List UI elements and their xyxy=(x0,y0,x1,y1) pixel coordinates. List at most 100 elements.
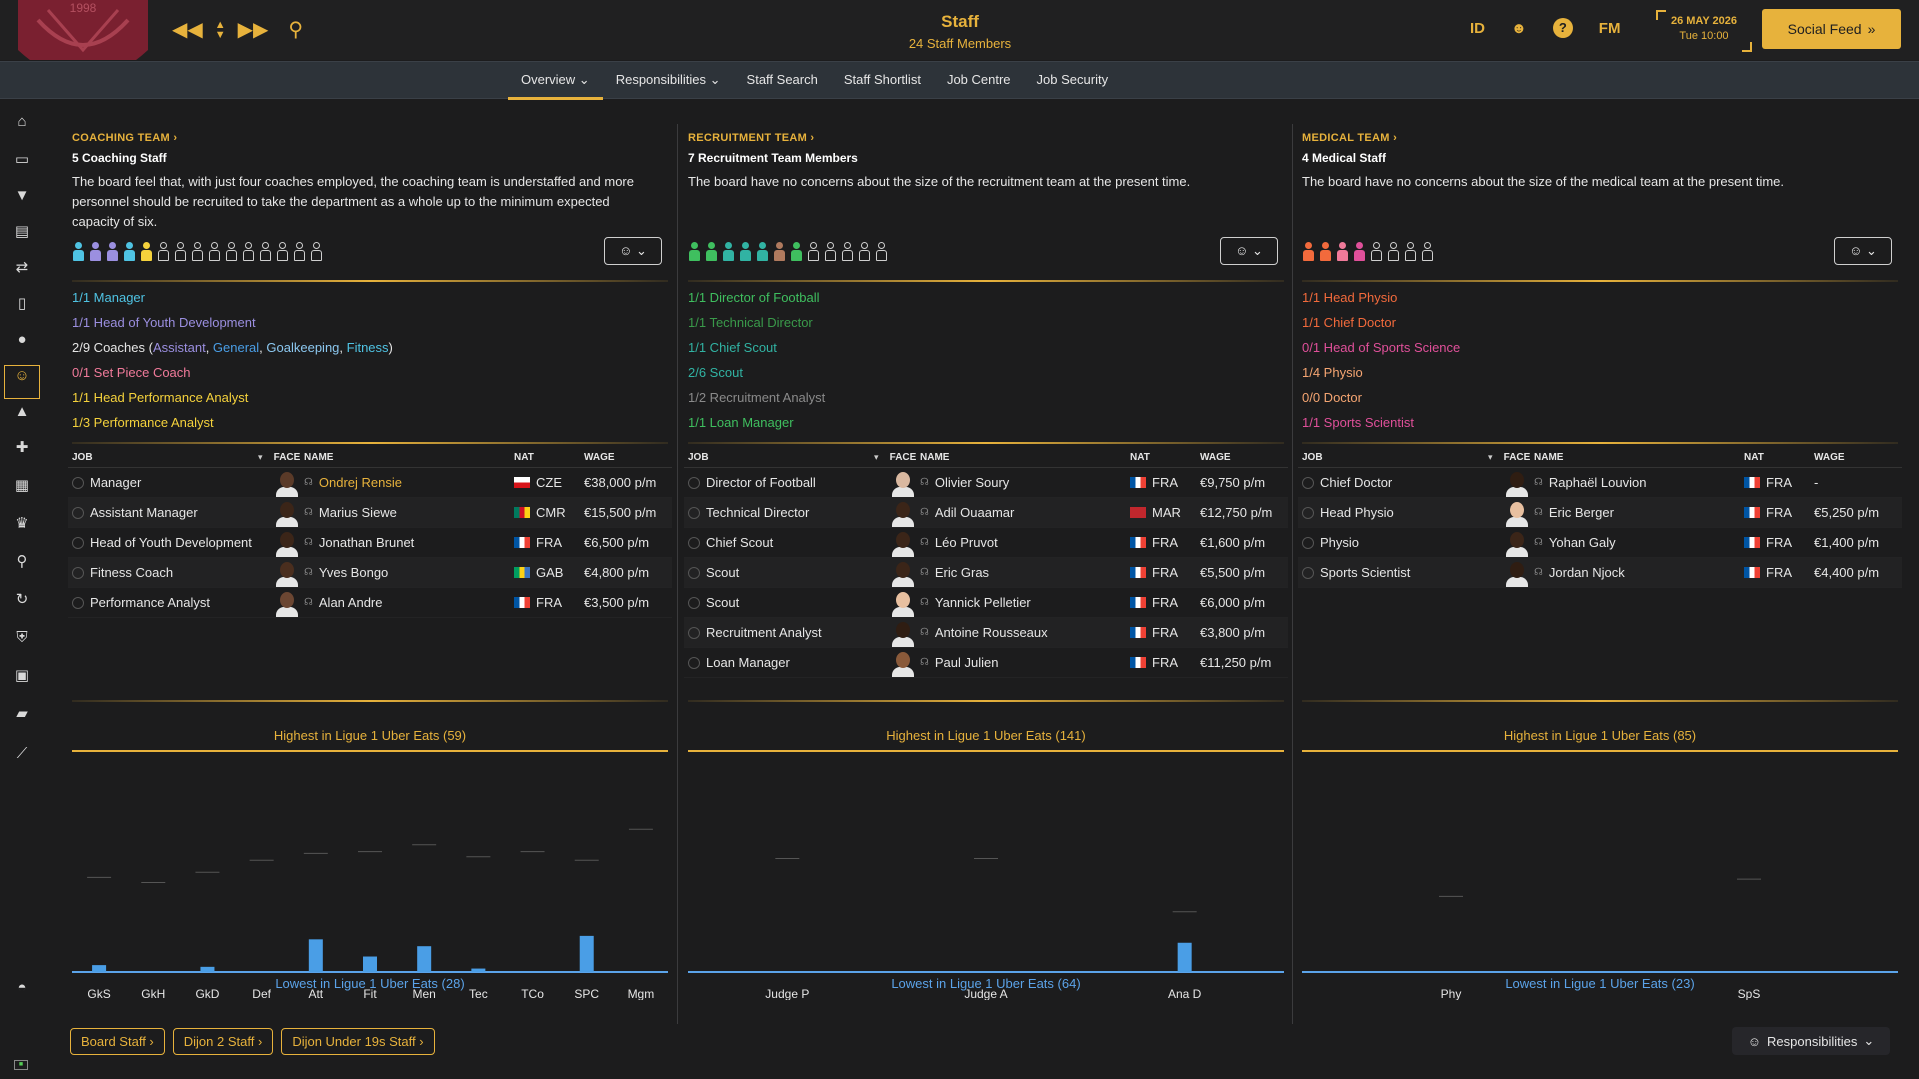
name-cell[interactable]: ☊ Alan Andre xyxy=(304,595,514,610)
select-checkbox[interactable] xyxy=(72,566,84,579)
forward-icon[interactable]: ▶▶ xyxy=(237,19,269,41)
name-cell[interactable]: ☊ Olivier Soury xyxy=(920,475,1130,490)
name-cell[interactable]: ☊ Marius Siewe xyxy=(304,505,514,520)
column-header-wage[interactable]: WAGE xyxy=(1814,452,1845,463)
id-icon[interactable]: ID xyxy=(1470,19,1485,37)
column-header-nat[interactable]: NAT xyxy=(514,452,534,463)
column-header-wage[interactable]: WAGE xyxy=(584,452,615,463)
clipboard-icon[interactable]: ▤ xyxy=(14,223,30,240)
name-cell[interactable]: ☊ Raphaël Louvion xyxy=(1534,475,1744,490)
fm-icon[interactable]: FM xyxy=(1598,19,1621,37)
staff-name[interactable]: Marius Siewe xyxy=(318,505,397,520)
select-checkbox[interactable] xyxy=(72,506,84,519)
name-cell[interactable]: ☊ Léo Pruvot xyxy=(920,535,1130,550)
tab-overview[interactable]: Overview ⌄ xyxy=(508,62,603,100)
column-header-nat[interactable]: NAT xyxy=(1744,452,1764,463)
staff-name[interactable]: Paul Julien xyxy=(934,655,999,670)
name-cell[interactable]: ☊ Paul Julien xyxy=(920,655,1130,670)
table-row[interactable]: Fitness Coach ☊ Yves Bongo GAB €4,800 p/m xyxy=(68,558,672,588)
staff-name[interactable]: Olivier Soury xyxy=(934,475,1010,490)
select-checkbox[interactable] xyxy=(688,506,700,519)
select-checkbox[interactable] xyxy=(688,536,700,549)
staff-name[interactable]: Eric Gras xyxy=(934,565,990,580)
table-row[interactable]: Scout ☊ Yannick Pelletier FRA €6,000 p/m xyxy=(684,588,1288,618)
board-staff-button[interactable]: Board Staff › xyxy=(70,1028,165,1055)
name-cell[interactable]: ☊ Ondrej Rensie xyxy=(304,475,514,490)
table-row[interactable]: Head Physio ☊ Eric Berger FRA €5,250 p/m xyxy=(1298,498,1902,528)
squad-shirt-icon[interactable]: ▼ xyxy=(14,187,30,204)
tab-staff-shortlist[interactable]: Staff Shortlist xyxy=(843,72,921,87)
transfer-icon[interactable]: ⇄ xyxy=(15,259,29,276)
view-filter-button[interactable]: ☺ ⌄ xyxy=(1220,237,1278,265)
select-checkbox[interactable] xyxy=(72,476,84,489)
column-header-job[interactable]: JOB xyxy=(72,452,93,463)
column-header-job[interactable]: JOB xyxy=(1302,452,1323,463)
name-cell[interactable]: ☊ Yannick Pelletier xyxy=(920,595,1130,610)
sort-icon[interactable]: ▾ xyxy=(258,452,263,462)
tab-job-centre[interactable]: Job Centre xyxy=(946,72,1011,87)
dijon-u19-staff-button[interactable]: Dijon Under 19s Staff › xyxy=(281,1028,435,1055)
table-row[interactable]: Sports Scientist ☊ Jordan Njock FRA €4,400 p… xyxy=(1298,558,1902,588)
inbox-icon[interactable]: ▭ xyxy=(14,151,30,168)
panel-heading-link[interactable]: MEDICAL TEAM › xyxy=(1302,132,1397,144)
staff-name[interactable]: Alan Andre xyxy=(318,595,383,610)
table-row[interactable]: Director of Football ☊ Olivier Soury FRA €9,… xyxy=(684,468,1288,498)
select-checkbox[interactable] xyxy=(688,596,700,609)
panel-heading-link[interactable]: RECRUITMENT TEAM › xyxy=(688,132,814,144)
table-row[interactable]: Chief Scout ☊ Léo Pruvot FRA €1,600 p/m xyxy=(684,528,1288,558)
responsibilities-dropdown[interactable]: ☺ Responsibilities ⌄ xyxy=(1732,1027,1890,1055)
staff-icon[interactable]: ☺ xyxy=(14,367,30,384)
home-icon[interactable]: ⌂ xyxy=(17,113,27,130)
name-cell[interactable]: ☊ Eric Gras xyxy=(920,565,1130,580)
staff-name[interactable]: Yves Bongo xyxy=(318,565,389,580)
name-cell[interactable]: ☊ Adil Ouaamar xyxy=(920,505,1130,520)
back-icon[interactable]: ◀◀ xyxy=(172,19,203,41)
select-checkbox[interactable] xyxy=(688,626,700,639)
coach-type-fitness[interactable]: Fitness xyxy=(346,340,389,355)
coach-type-general[interactable]: General xyxy=(212,340,260,355)
manager-avatar-icon[interactable]: ◓ xyxy=(17,979,27,996)
training-icon[interactable]: ▲ xyxy=(14,403,30,420)
table-row[interactable]: Scout ☊ Eric Gras FRA €5,500 p/m xyxy=(684,558,1288,588)
tab-job-security[interactable]: Job Security xyxy=(1036,72,1109,87)
view-filter-button[interactable]: ☺ ⌄ xyxy=(604,237,662,265)
select-checkbox[interactable] xyxy=(688,566,700,579)
select-checkbox[interactable] xyxy=(1302,536,1314,549)
table-row[interactable]: Loan Manager ☊ Paul Julien FRA €11,250 p/m xyxy=(684,648,1288,678)
finances-icon[interactable]: ▣ xyxy=(14,667,30,684)
name-cell[interactable]: ☊ Yves Bongo xyxy=(304,565,514,580)
date-display[interactable]: 26 MAY 2026 Tue 10:00 xyxy=(1656,10,1752,52)
column-header-nat[interactable]: NAT xyxy=(1130,452,1150,463)
club-crest[interactable]: 1998 xyxy=(8,0,158,60)
table-row[interactable]: Technical Director ☊ Adil Ouaamar MAR €12,75… xyxy=(684,498,1288,528)
select-checkbox[interactable] xyxy=(1302,506,1314,519)
select-checkbox[interactable] xyxy=(72,536,84,549)
staff-name[interactable]: Jonathan Brunet xyxy=(318,535,415,550)
select-checkbox[interactable] xyxy=(1302,476,1314,489)
trophy-icon[interactable]: ♛ xyxy=(15,515,29,532)
sort-icon[interactable]: ▾ xyxy=(1488,452,1493,462)
up-down-icon[interactable]: ▲ ▼ xyxy=(214,19,226,41)
staff-name[interactable]: Jordan Njock xyxy=(1548,565,1625,580)
table-row[interactable]: Manager ☊ Ondrej Rensie CZE €38,000 p/m xyxy=(68,468,672,498)
column-header-name[interactable]: NAME xyxy=(304,452,334,463)
staff-name[interactable]: Léo Pruvot xyxy=(934,535,998,550)
club-info-icon[interactable]: ⛨ xyxy=(16,629,28,646)
name-cell[interactable]: ☊ Jordan Njock xyxy=(1534,565,1744,580)
table-row[interactable]: Physio ☊ Yohan Galy FRA €1,400 p/m xyxy=(1298,528,1902,558)
column-header-face[interactable]: FACE xyxy=(1503,452,1531,463)
tactics-icon[interactable]: ▯ xyxy=(17,295,27,312)
ball-icon[interactable]: ● xyxy=(17,331,27,348)
table-row[interactable]: Recruitment Analyst ☊ Antoine Rousseaux FRA… xyxy=(684,618,1288,648)
select-checkbox[interactable] xyxy=(688,476,700,489)
select-checkbox[interactable] xyxy=(688,656,700,669)
table-row[interactable]: Assistant Manager ☊ Marius Siewe CMR €15,500… xyxy=(68,498,672,528)
table-row[interactable]: Chief Doctor ☊ Raphaël Louvion FRA - xyxy=(1298,468,1902,498)
coach-type-goalkeeping[interactable]: Goalkeeping xyxy=(266,340,340,355)
column-header-wage[interactable]: WAGE xyxy=(1200,452,1231,463)
select-checkbox[interactable] xyxy=(1302,566,1314,579)
name-cell[interactable]: ☊ Eric Berger xyxy=(1534,505,1744,520)
column-header-face[interactable]: FACE xyxy=(273,452,301,463)
table-row[interactable]: Performance Analyst ☊ Alan Andre FRA €3,500 … xyxy=(68,588,672,618)
panel-heading-link[interactable]: COACHING TEAM › xyxy=(72,132,177,144)
